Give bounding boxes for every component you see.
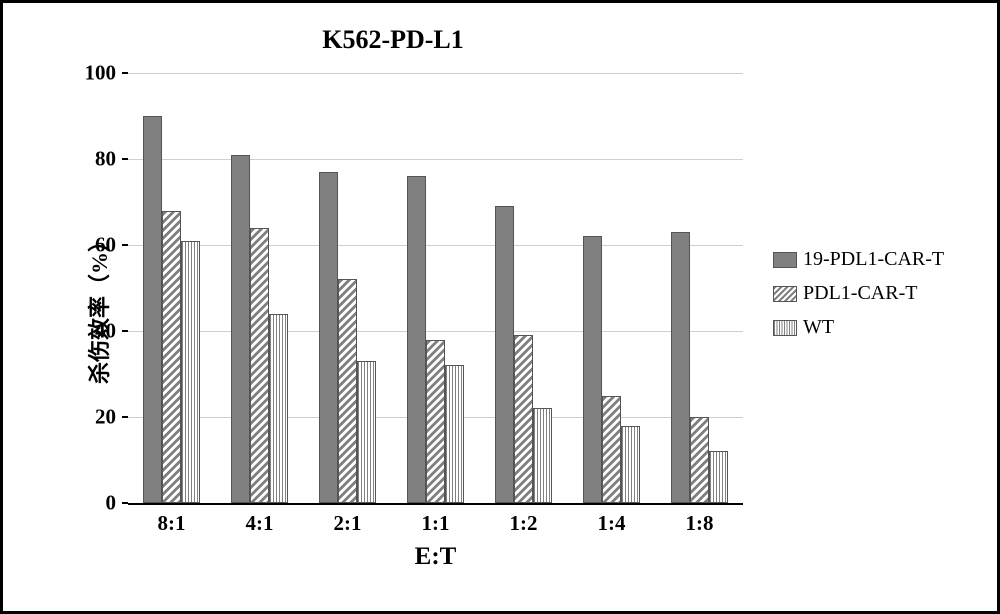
- legend: 19-PDL1-CAR-T PDL1-CAR-T WT: [773, 248, 944, 350]
- legend-item-0: 19-PDL1-CAR-T: [773, 248, 944, 271]
- plot-area: E:T 0204060801008:14:12:11:11:21:41:8: [128, 73, 743, 503]
- bar: [495, 206, 514, 503]
- bar: [357, 361, 376, 503]
- bar: [514, 335, 533, 503]
- legend-label-0: 19-PDL1-CAR-T: [803, 248, 944, 271]
- y-tick-label: 20: [95, 405, 116, 430]
- y-tick-label: 40: [95, 319, 116, 344]
- x-tick-label: 4:1: [246, 511, 274, 536]
- y-tick-label: 60: [95, 233, 116, 258]
- bar: [690, 417, 709, 503]
- bar: [269, 314, 288, 503]
- x-axis-title: E:T: [128, 543, 743, 571]
- legend-swatch-vstripe-icon: [773, 320, 797, 336]
- legend-label-1: PDL1-CAR-T: [803, 282, 917, 305]
- bar: [709, 451, 728, 503]
- bar: [250, 228, 269, 503]
- bar: [445, 365, 464, 503]
- bar: [671, 232, 690, 503]
- x-tick-label: 2:1: [334, 511, 362, 536]
- chart-title: K562-PD-L1: [3, 25, 783, 55]
- bar: [583, 236, 602, 503]
- bar: [143, 116, 162, 503]
- y-tick-mark: [122, 158, 128, 160]
- legend-swatch-hatch-icon: [773, 286, 797, 302]
- legend-label-2: WT: [803, 316, 834, 339]
- y-tick-label: 0: [106, 491, 117, 516]
- y-tick-mark: [122, 502, 128, 504]
- bar: [426, 340, 445, 503]
- bar: [181, 241, 200, 503]
- bar: [533, 408, 552, 503]
- bar: [602, 396, 621, 504]
- legend-swatch-solid-icon: [773, 252, 797, 268]
- gridline: [128, 73, 743, 74]
- y-tick-mark: [122, 72, 128, 74]
- bar: [338, 279, 357, 503]
- y-tick-mark: [122, 330, 128, 332]
- x-tick-label: 1:2: [510, 511, 538, 536]
- bar: [407, 176, 426, 503]
- y-tick-mark: [122, 244, 128, 246]
- y-tick-mark: [122, 416, 128, 418]
- legend-item-2: WT: [773, 316, 944, 339]
- x-tick-label: 8:1: [158, 511, 186, 536]
- gridline: [128, 245, 743, 246]
- gridline: [128, 331, 743, 332]
- bar: [319, 172, 338, 503]
- y-tick-label: 80: [95, 147, 116, 172]
- x-tick-label: 1:8: [686, 511, 714, 536]
- figure-frame: K562-PD-L1 杀伤效率（%） E:T 0204060801008:14:…: [0, 0, 1000, 614]
- legend-item-1: PDL1-CAR-T: [773, 282, 944, 305]
- x-tick-label: 1:1: [422, 511, 450, 536]
- bar: [231, 155, 250, 503]
- x-tick-label: 1:4: [598, 511, 626, 536]
- gridline: [128, 159, 743, 160]
- gridline: [128, 503, 743, 505]
- bar: [621, 426, 640, 503]
- bar: [162, 211, 181, 503]
- y-tick-label: 100: [85, 61, 117, 86]
